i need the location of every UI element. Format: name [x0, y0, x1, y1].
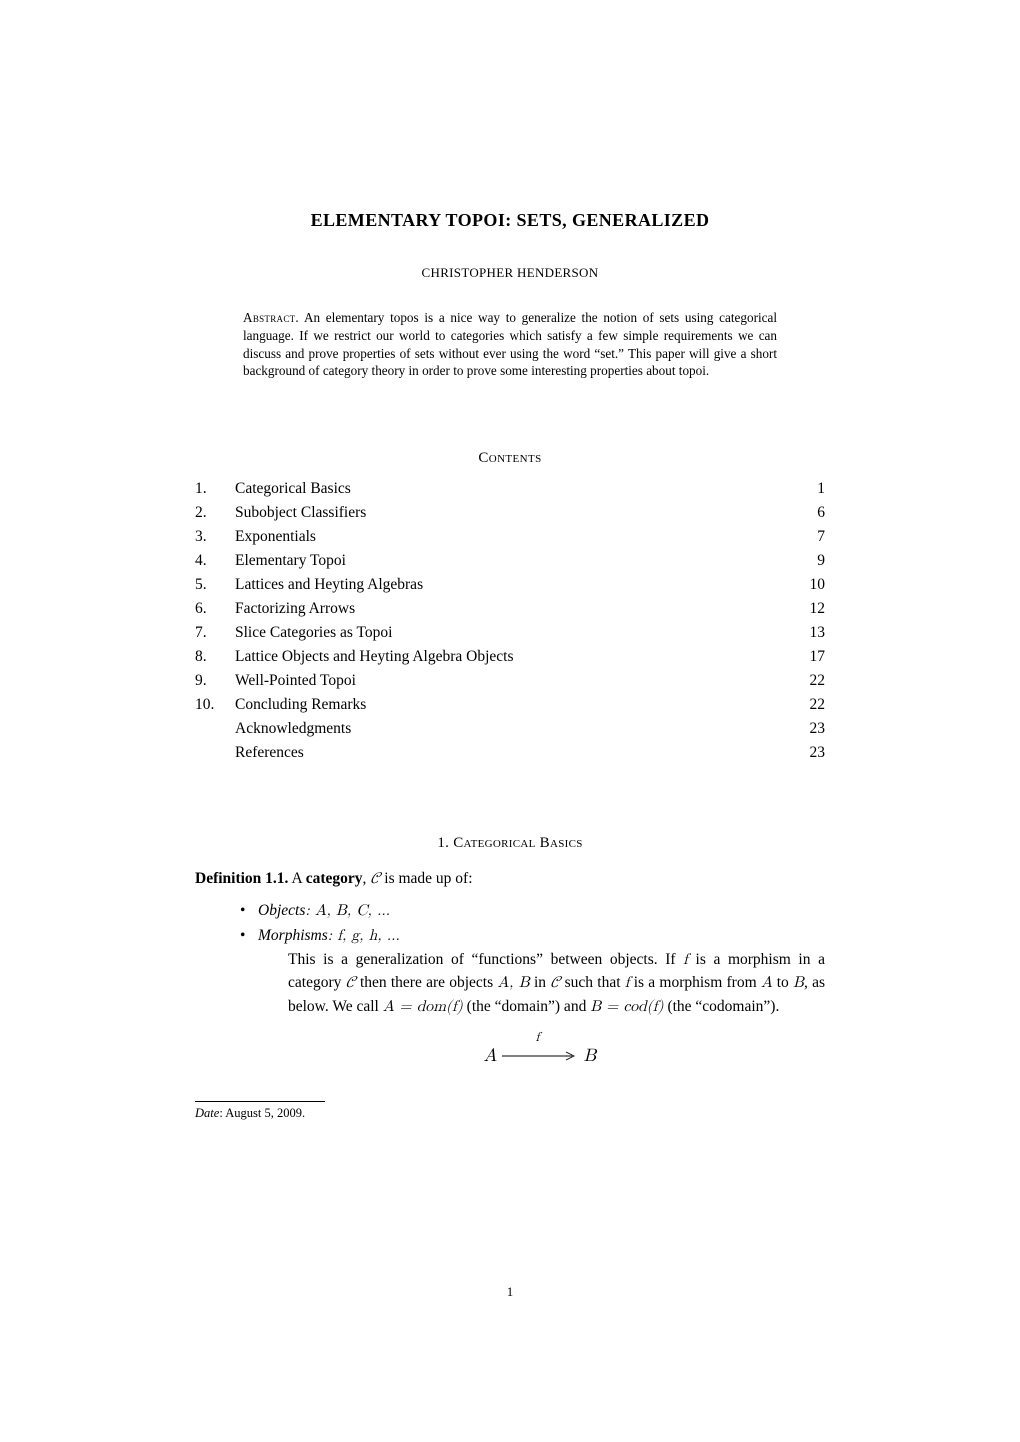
- item-label: Morphisms: [258, 927, 328, 944]
- toc-row: 10. Concluding Remarks 22: [195, 693, 825, 717]
- item-subtext: This is a generalization of “functions” …: [288, 949, 825, 1019]
- toc-num: 4.: [195, 549, 221, 573]
- definition-term: category: [306, 870, 363, 887]
- list-item: Morphisms: f, g, h, … This is a generali…: [240, 925, 825, 1069]
- footnote-date-value: : August 5, 2009.: [219, 1106, 305, 1120]
- abstract: Abstract. An elementary topos is a nice …: [243, 309, 777, 380]
- subtext-part: (the “codomain”).: [664, 998, 780, 1015]
- toc-row: Acknowledgments 23: [195, 717, 825, 741]
- toc-row: 4. Elementary Topoi 9: [195, 549, 825, 573]
- toc-title: Concluding Remarks: [235, 693, 366, 717]
- toc-num: 8.: [195, 645, 221, 669]
- toc-row: 2. Subobject Classifiers 6: [195, 501, 825, 525]
- subtext-part: (the “domain”) and: [463, 998, 590, 1015]
- diagram-f: f: [536, 1029, 540, 1048]
- toc-title: Lattices and Heyting Algebras: [235, 573, 423, 597]
- footnote: Date: August 5, 2009.: [195, 1106, 825, 1121]
- toc-row: 6. Factorizing Arrows 12: [195, 597, 825, 621]
- toc-row: 9. Well-Pointed Topoi 22: [195, 669, 825, 693]
- toc-page: 9: [817, 549, 825, 573]
- arrow-diagram: A f B: [258, 1037, 825, 1069]
- toc-page: 10: [810, 573, 826, 597]
- toc-page: 6: [817, 501, 825, 525]
- item-math: : f, g, h, …: [328, 929, 400, 944]
- toc-num: 10.: [195, 693, 221, 717]
- toc-num: 2.: [195, 501, 221, 525]
- table-of-contents: 1. Categorical Basics 1 2. Subobject Class…: [195, 477, 825, 765]
- toc-page: 13: [810, 621, 826, 645]
- toc-row: 7. Slice Categories as Topoi 13: [195, 621, 825, 645]
- toc-title: Lattice Objects and Heyting Algebra Obje…: [235, 645, 513, 669]
- subtext-part: This is a generalization of “functions” …: [288, 951, 683, 968]
- definition-list: Objects: A, B, C, … Morphisms: f, g, h, …: [240, 900, 825, 1069]
- toc-page: 23: [810, 717, 826, 741]
- definition-text: is made up of:: [380, 870, 472, 887]
- toc-title: Acknowledgments: [235, 717, 351, 741]
- diagram-A: A: [484, 1043, 498, 1069]
- toc-num: 7.: [195, 621, 221, 645]
- author-name: CHRISTOPHER HENDERSON: [195, 265, 825, 281]
- arrow-icon: [502, 1051, 580, 1061]
- toc-page: 12: [810, 597, 826, 621]
- toc-page: 23: [810, 741, 826, 765]
- subtext-part: in: [530, 974, 551, 991]
- math-A: A: [761, 976, 773, 991]
- toc-title: Subobject Classifiers: [235, 501, 366, 525]
- list-item: Objects: A, B, C, …: [240, 900, 825, 923]
- toc-title: Well-Pointed Topoi: [235, 669, 356, 693]
- toc-row: 8. Lattice Objects and Heyting Algebra Ob…: [195, 645, 825, 669]
- toc-title: Exponentials: [235, 525, 316, 549]
- toc-num: 1.: [195, 477, 221, 501]
- toc-row: 1. Categorical Basics 1: [195, 477, 825, 501]
- definition-label: Definition 1.1.: [195, 870, 288, 887]
- toc-row: 3. Exponentials 7: [195, 525, 825, 549]
- math-dom: A = dom(f): [383, 1000, 463, 1015]
- page-number: 1: [0, 1285, 1020, 1300]
- paper-title: ELEMENTARY TOPOI: SETS, GENERALIZED: [195, 210, 825, 231]
- toc-page: 17: [810, 645, 826, 669]
- subtext-part: is a morphism from: [630, 974, 761, 991]
- calC: 𝒞: [370, 872, 380, 887]
- toc-title: Factorizing Arrows: [235, 597, 355, 621]
- math-cod: B = cod(f): [590, 1000, 663, 1015]
- toc-num: 5.: [195, 573, 221, 597]
- subtext-part: such that: [560, 974, 624, 991]
- item-label: Objects: [258, 902, 305, 919]
- toc-title: Categorical Basics: [235, 477, 351, 501]
- item-math: : A, B, C, …: [305, 904, 390, 919]
- toc-title: References: [235, 741, 304, 765]
- toc-num: 6.: [195, 597, 221, 621]
- calC: 𝒞: [346, 976, 356, 991]
- diagram-B: B: [584, 1043, 597, 1069]
- toc-row: References 23: [195, 741, 825, 765]
- toc-page: 1: [817, 477, 825, 501]
- definition: Definition 1.1. A category, 𝒞 is made up…: [195, 868, 825, 891]
- definition-text: A: [291, 870, 305, 887]
- toc-num: [195, 717, 221, 741]
- toc-page: 22: [810, 693, 826, 717]
- toc-num: 9.: [195, 669, 221, 693]
- footnote-date-label: Date: [195, 1106, 219, 1120]
- page: ELEMENTARY TOPOI: SETS, GENERALIZED CHRI…: [0, 0, 1020, 1442]
- contents-heading: Contents: [195, 450, 825, 467]
- toc-title: Elementary Topoi: [235, 549, 346, 573]
- footnote-rule: [195, 1101, 325, 1102]
- abstract-label: Abstract.: [243, 310, 299, 325]
- subtext-part: then there are objects: [356, 974, 498, 991]
- math-B: B: [793, 976, 804, 991]
- abstract-body: An elementary topos is a nice way to gen…: [243, 310, 777, 378]
- math-AB: A, B: [497, 976, 529, 991]
- calC: 𝒞: [550, 976, 560, 991]
- toc-row: 5. Lattices and Heyting Algebras 10: [195, 573, 825, 597]
- toc-page: 7: [817, 525, 825, 549]
- section-heading: 1. Categorical Basics: [195, 835, 825, 852]
- toc-page: 22: [810, 669, 826, 693]
- subtext-part: to: [773, 974, 794, 991]
- toc-num: [195, 741, 221, 765]
- toc-num: 3.: [195, 525, 221, 549]
- toc-title: Slice Categories as Topoi: [235, 621, 392, 645]
